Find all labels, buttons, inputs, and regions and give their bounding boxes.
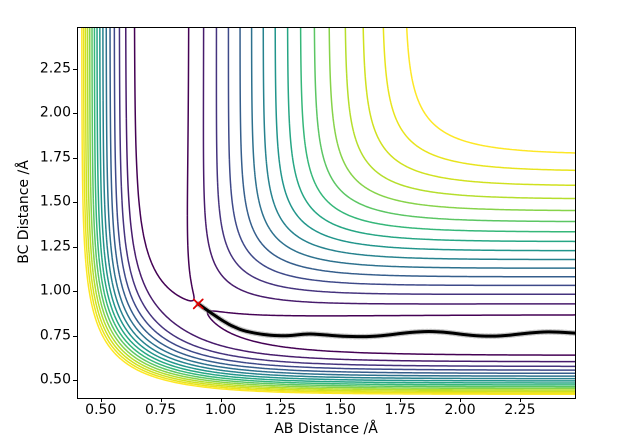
y-tick-mark (73, 157, 77, 159)
x-tick-mark (100, 398, 102, 402)
y-tick-label: 1.75 (39, 149, 71, 166)
y-tick-mark (73, 246, 77, 248)
x-tick-label: 1.75 (384, 402, 416, 418)
x-tick-mark (340, 398, 342, 402)
x-tick-label: 1.00 (204, 402, 237, 418)
x-tick-mark (280, 398, 282, 402)
x-tick-label: 2.00 (444, 402, 476, 418)
x-axis-label: AB Distance /Å (274, 421, 378, 437)
y-tick-mark (73, 202, 77, 204)
x-tick-mark (160, 398, 162, 402)
y-tick-mark (73, 68, 77, 70)
y-tick-label: 2.25 (39, 60, 71, 77)
plot-area (77, 27, 576, 399)
y-tick-mark (73, 380, 77, 382)
y-tick-mark (73, 335, 77, 337)
y-tick-mark (73, 113, 77, 115)
y-tick-label: 0.75 (39, 327, 71, 344)
x-tick-mark (220, 398, 222, 402)
x-tick-label: 0.75 (145, 402, 177, 418)
y-tick-label: 1.25 (39, 238, 71, 255)
y-tick-label: 1.50 (39, 193, 71, 210)
y-axis-label: BC Distance /Å (16, 160, 32, 264)
y-tick-label: 1.00 (39, 282, 71, 299)
x-tick-mark (519, 398, 521, 402)
x-tick-mark (460, 398, 462, 402)
y-tick-mark (73, 291, 77, 293)
x-tick-label: 0.50 (85, 402, 117, 418)
contour-plot-canvas (78, 28, 575, 398)
y-tick-label: 0.50 (39, 371, 71, 388)
x-tick-mark (400, 398, 402, 402)
y-tick-label: 2.00 (39, 104, 71, 121)
x-tick-label: 1.50 (324, 402, 356, 418)
x-tick-label: 1.25 (264, 402, 296, 418)
x-tick-label: 2.25 (504, 402, 536, 418)
